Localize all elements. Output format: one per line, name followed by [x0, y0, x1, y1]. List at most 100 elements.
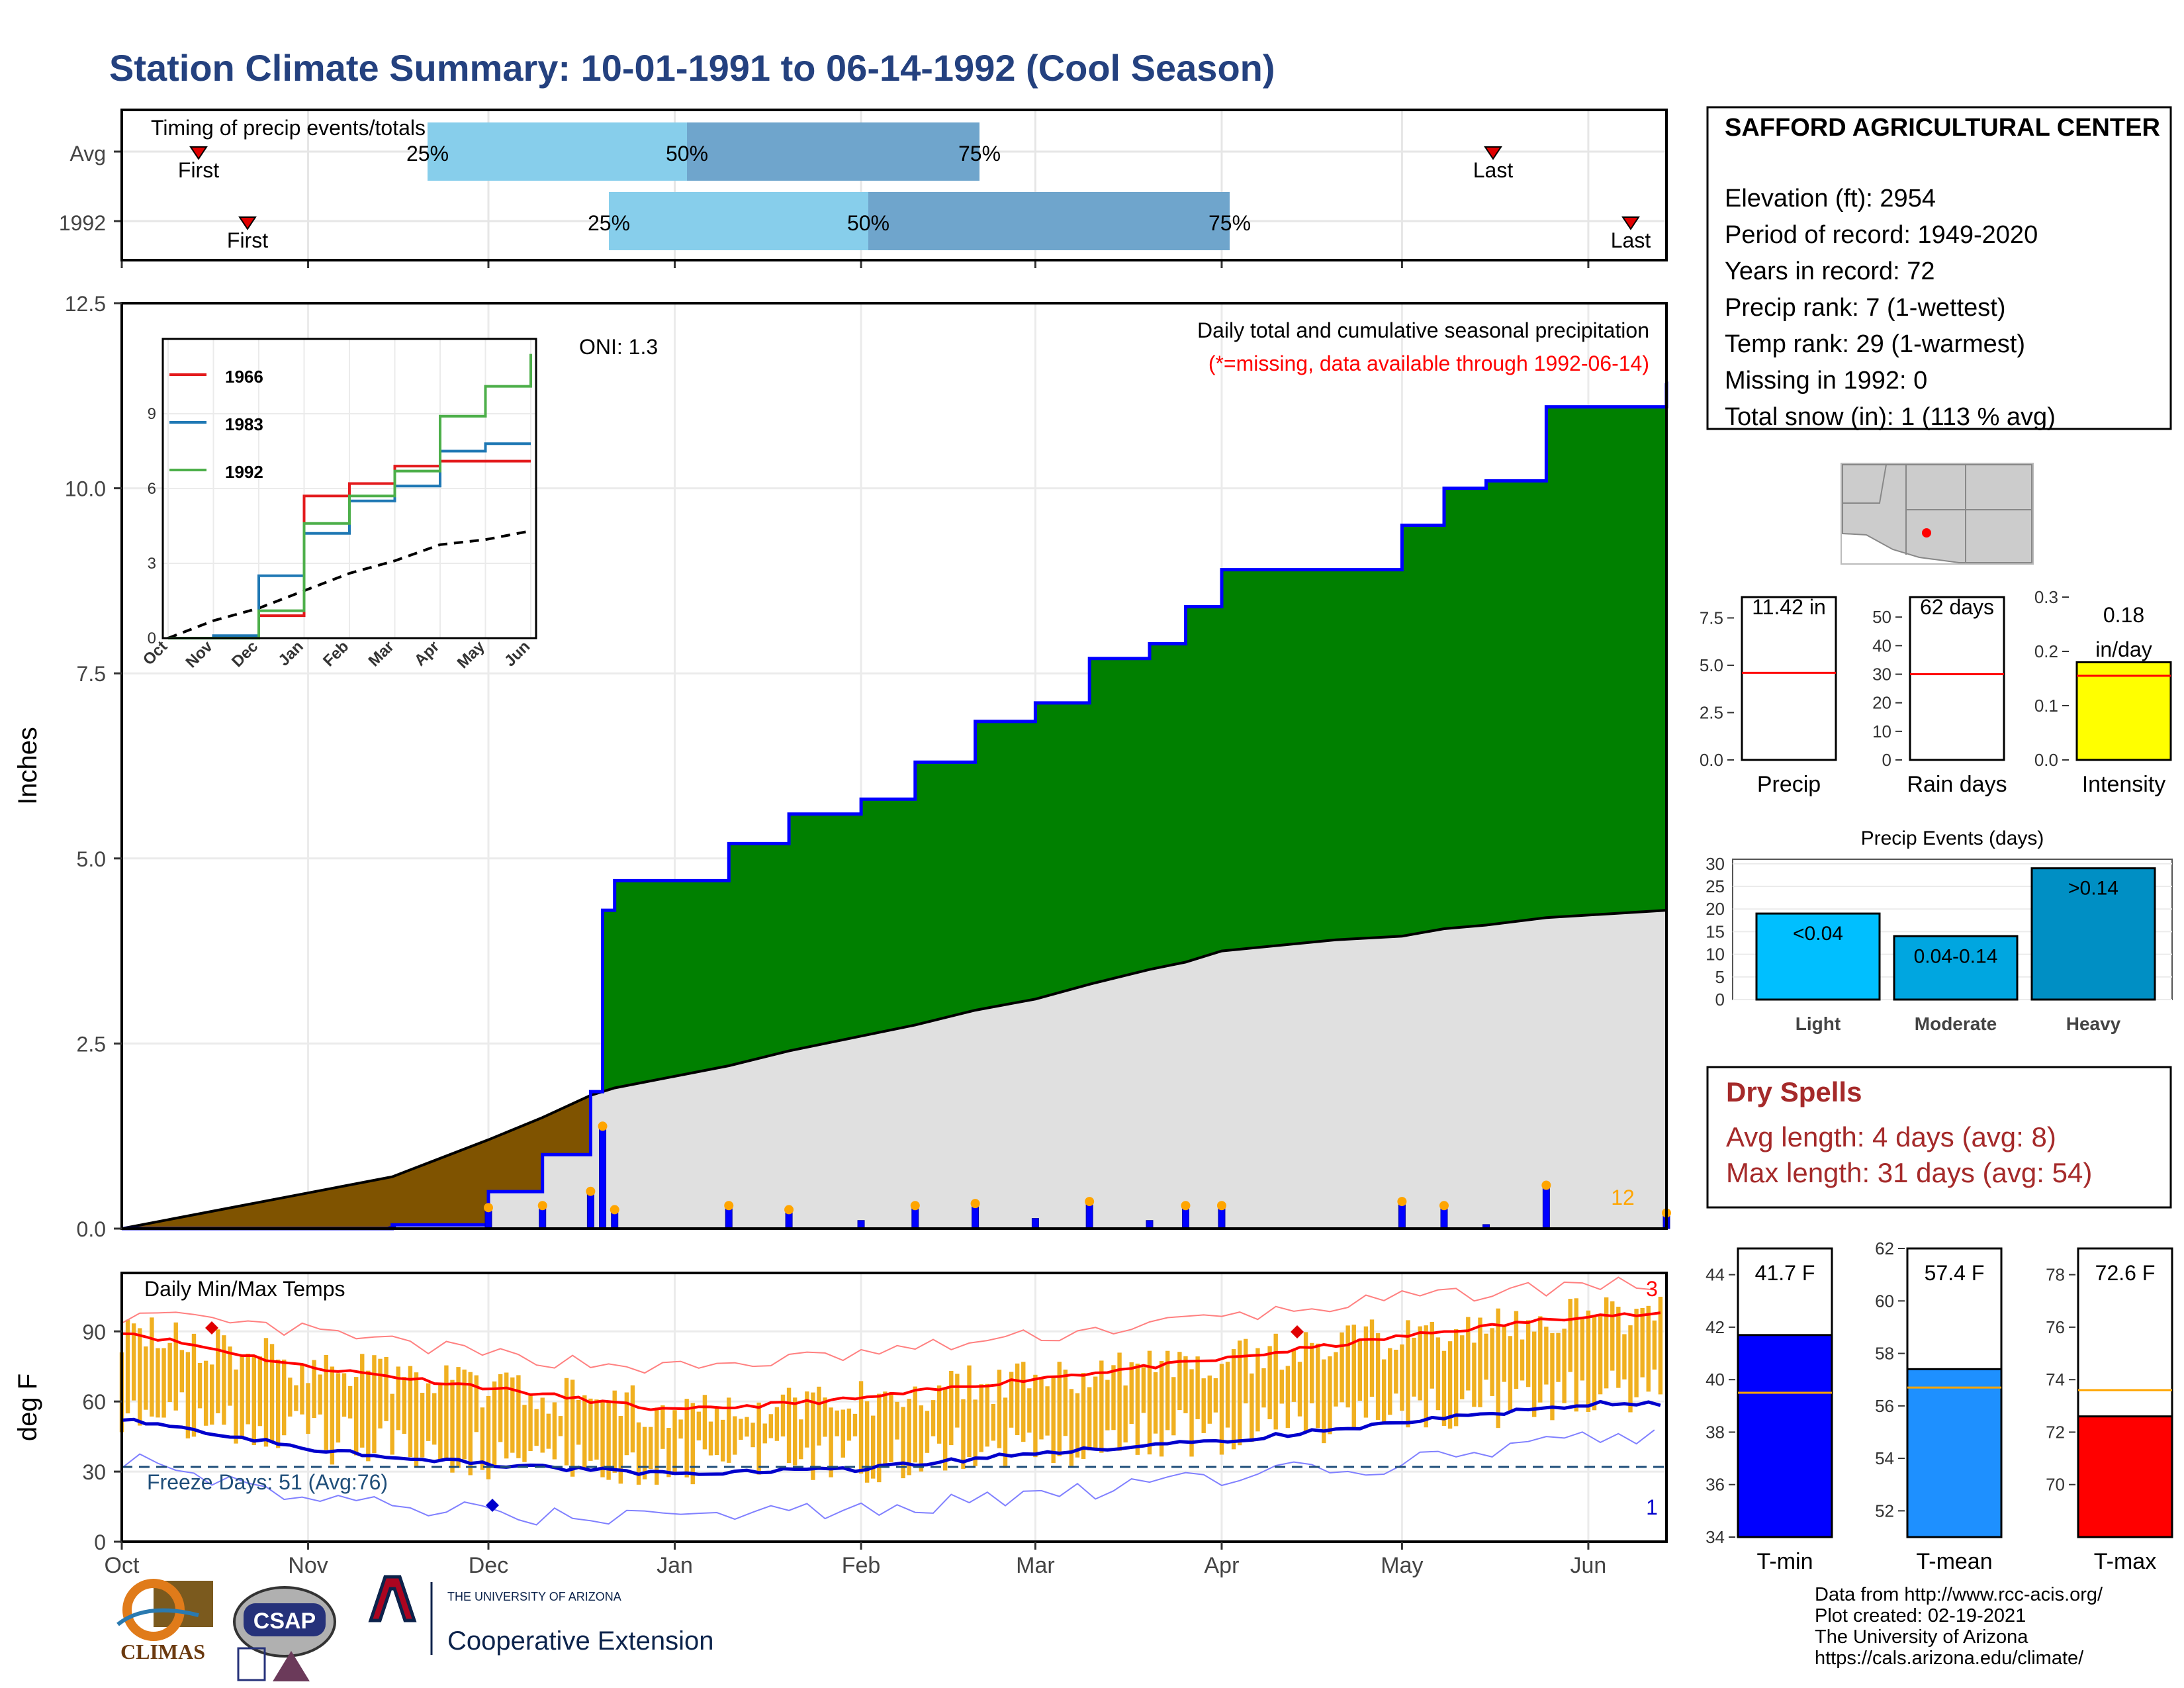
heavy-event-marker — [586, 1186, 596, 1196]
daily-temp-bar — [642, 1427, 647, 1479]
daily-temp-bar — [150, 1317, 154, 1417]
daily-temp-bar — [275, 1359, 281, 1448]
daily-temp-bar — [799, 1419, 803, 1460]
daily-temp-bar — [660, 1405, 665, 1449]
mini-bar-tick-label-2-0: 0.0 — [2034, 750, 2058, 770]
daily-temp-bar — [1201, 1378, 1206, 1433]
daily-temp-bar — [1261, 1368, 1266, 1408]
daily-temp-bar — [1622, 1334, 1627, 1380]
daily-temp-bar — [318, 1374, 322, 1415]
daily-temp-bar — [991, 1404, 996, 1441]
temp-ytick-label-3: 90 — [82, 1320, 106, 1344]
daily-temp-bar — [1027, 1388, 1032, 1433]
footer-logos: CLIMAS CSAP THE UNIVERSITY OF ARIZONA Co… — [116, 1575, 713, 1681]
daily-temp-bar — [936, 1385, 942, 1444]
mini-bar-intensity — [2075, 661, 2172, 761]
daily-temp-bar — [864, 1401, 870, 1483]
daily-temp-bar — [324, 1354, 328, 1450]
csap-logo: CSAP — [233, 1586, 336, 1681]
daily-temp-bar — [191, 1333, 197, 1437]
avg-pct-75: 75% — [958, 142, 1001, 165]
temp-mini-tick-label-1-4: 60 — [1875, 1291, 1894, 1311]
daily-temp-bar — [486, 1395, 491, 1479]
temp-mini-tick-label-2-0: 70 — [2046, 1475, 2065, 1495]
daily-temp-bar — [1165, 1350, 1170, 1430]
daily-temp-bar — [1381, 1359, 1387, 1425]
daily-temp-bar — [1273, 1333, 1278, 1430]
temp-mini-tick-label-0-5: 44 — [1706, 1265, 1725, 1285]
daily-temp-bar — [396, 1366, 400, 1430]
daily-temp-bar — [739, 1419, 743, 1440]
temp-mini-tick-label-2-1: 72 — [2046, 1422, 2065, 1442]
daily-temp-bar — [1640, 1307, 1645, 1378]
climas-logo-wave — [116, 1608, 199, 1626]
temp-panel: 0 30 60 90 Oct Nov Dec Jan Feb Mar Apr May Jun Dail… — [13, 1272, 1668, 1578]
climas-text: CLIMAS — [120, 1640, 205, 1664]
daily-temp-bar — [306, 1383, 310, 1434]
events-bar-light — [1755, 912, 1881, 1001]
events-ytick-label-3: 15 — [1706, 921, 1725, 941]
mini-bar-value-unit-2: in/day — [2095, 637, 2152, 661]
temp-mini-tick-label-2-3: 76 — [2046, 1317, 2065, 1337]
temp-panel-label: Daily Min/Max Temps — [144, 1277, 345, 1301]
daily-temp-bar — [294, 1385, 298, 1411]
heavy-event-marker — [910, 1201, 920, 1211]
station-name: SAFFORD AGRICULTURAL CENTER — [1725, 114, 2160, 142]
daily-precip-bar — [484, 1209, 492, 1229]
daily-temp-bar — [1345, 1325, 1350, 1408]
heavy-event-marker — [483, 1203, 493, 1213]
daily-temp-bar — [456, 1367, 461, 1468]
precip-panel: 0.0 2.5 5.0 7.5 10.0 12.5 Inches ONI: 1.3 Dai… — [13, 292, 1671, 1241]
daily-temp-bar — [841, 1409, 846, 1458]
precip-note: Daily total and cumulative seasonal prec… — [1197, 318, 1649, 342]
daily-temp-bar — [606, 1401, 611, 1480]
legend-1992: 1992 — [225, 462, 263, 482]
events-ytick-label-2: 10 — [1706, 945, 1725, 964]
daily-temp-bar — [234, 1369, 238, 1444]
daily-temp-bar — [1574, 1298, 1578, 1412]
daily-temp-bar — [462, 1369, 467, 1460]
daily-temp-bar — [1015, 1363, 1020, 1435]
events-ytick-label-5: 25 — [1706, 876, 1725, 896]
daily-temp-bar — [1063, 1369, 1068, 1436]
daily-temp-bar — [702, 1395, 707, 1450]
precip-ytick-label-0: 0.0 — [77, 1217, 106, 1241]
temp-ytick-label-1: 30 — [82, 1460, 106, 1484]
location-map — [1841, 463, 2034, 565]
mini-bar-name-1: Rain days — [1907, 772, 2007, 797]
daily-temp-bar — [1009, 1372, 1014, 1428]
daily-temp-bar — [408, 1366, 413, 1458]
precip-ytick-label-4: 10.0 — [65, 477, 106, 501]
heavy-event-marker — [1439, 1201, 1449, 1211]
events-ytick-label-1: 5 — [1715, 967, 1725, 987]
daily-temp-bar — [402, 1377, 407, 1434]
csap-badge — [244, 1603, 326, 1636]
daily-temp-bar — [1484, 1333, 1488, 1380]
daily-temp-bar — [522, 1405, 527, 1462]
daily-temp-bar — [1369, 1319, 1375, 1397]
daily-temp-bar — [1544, 1327, 1549, 1385]
temp-ytick-label-2: 60 — [82, 1390, 106, 1414]
daily-temp-bar — [1255, 1348, 1260, 1432]
record-low-count: 1 — [1646, 1495, 1658, 1519]
precip-ytick-label-3: 7.5 — [77, 662, 106, 686]
daily-temp-bar — [378, 1358, 383, 1429]
precip-ytick-label-5: 12.5 — [65, 292, 106, 316]
daily-precip-bar — [1181, 1207, 1189, 1229]
daily-temp-bar — [1502, 1325, 1506, 1382]
mini-bar-name-0: Precip — [1757, 772, 1821, 797]
climas-logo: CLIMAS — [116, 1579, 213, 1664]
daily-temp-bar — [1490, 1328, 1494, 1396]
temp-mini-tick-label-0-3: 40 — [1706, 1370, 1725, 1389]
daily-temp-bar — [817, 1386, 821, 1446]
daily-temp-bar — [546, 1413, 551, 1449]
mini-bar-value-1: 62 days — [1920, 595, 1994, 619]
daily-temp-bar — [1441, 1350, 1447, 1427]
daily-temp-bar — [1568, 1299, 1572, 1372]
daily-precip-bar — [586, 1194, 594, 1229]
daily-precip-bar — [911, 1207, 919, 1229]
daily-temp-bar — [564, 1378, 569, 1466]
daily-temp-bar — [1508, 1336, 1513, 1412]
daily-temp-bar — [1291, 1349, 1297, 1402]
